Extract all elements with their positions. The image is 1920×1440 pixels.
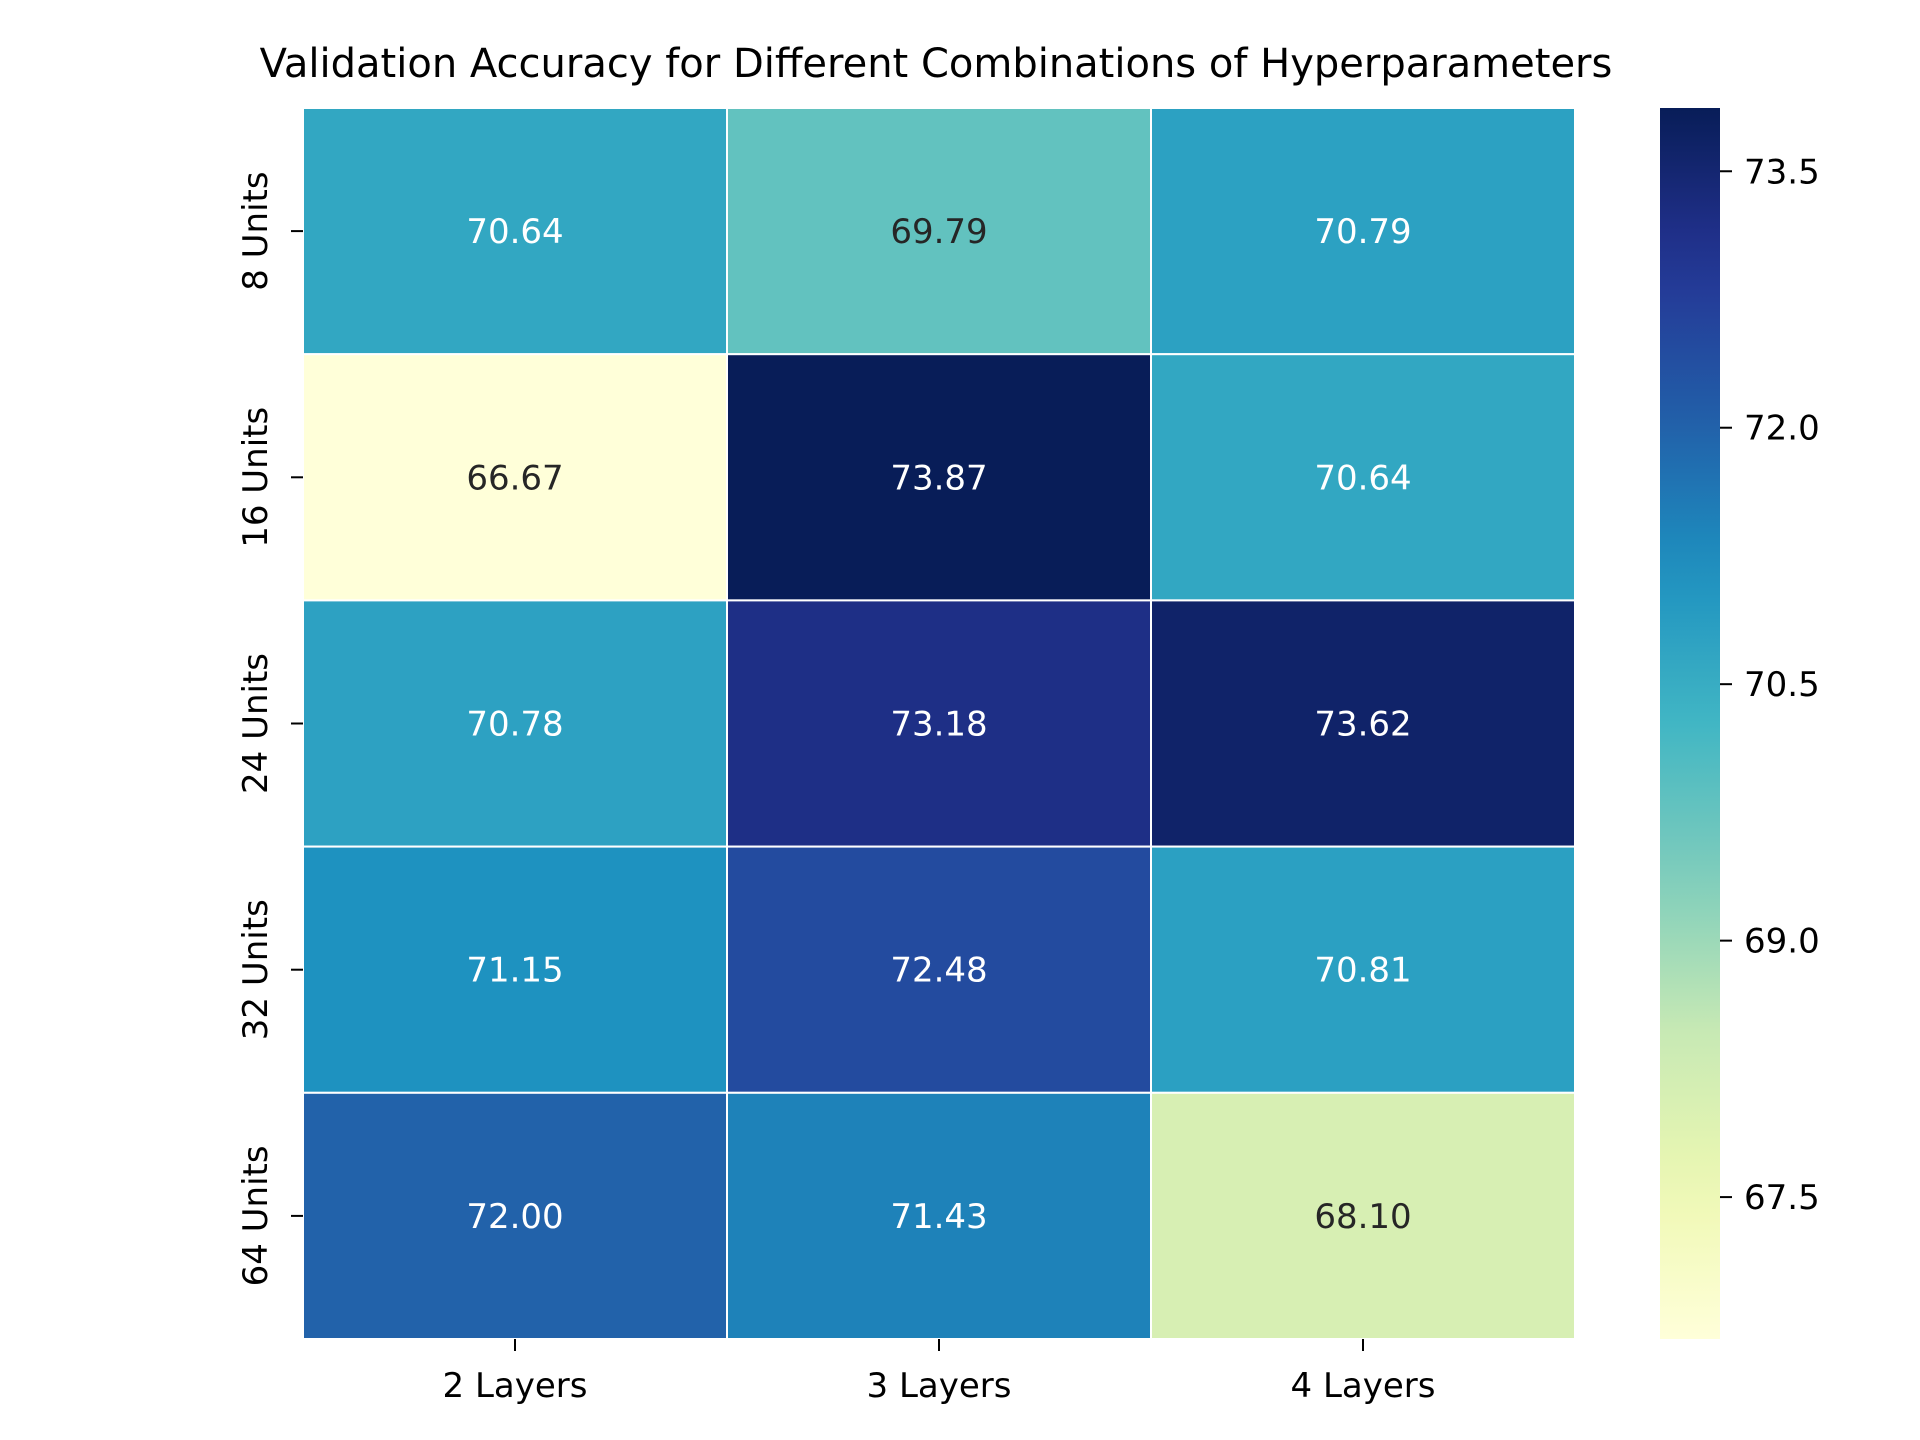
- colorbar-gradient: [1660, 108, 1720, 1339]
- y-tick-label: 64 Units: [236, 1145, 276, 1286]
- cell-value-label: 69.79: [890, 212, 987, 252]
- y-tick-label: 24 Units: [236, 653, 276, 794]
- colorbar: 67.5 69.0 70.5 72.0 73.5: [1660, 108, 1820, 1339]
- colorbar-tick-label: 73.5: [1744, 152, 1820, 192]
- heatmap-cell: [302, 845, 728, 1094]
- colorbar-tick-label: 69.0: [1744, 922, 1820, 962]
- colorbar-tick-label: 67.5: [1744, 1178, 1820, 1218]
- y-axis: 8 Units 16 Units 24 Units 32 Units 64 Units: [236, 171, 303, 1286]
- cell-value-label: 71.43: [890, 1197, 987, 1237]
- heatmap-cell: [726, 107, 1152, 356]
- x-tick-label: 2 Layers: [443, 1366, 588, 1406]
- cell-value-label: 72.00: [466, 1197, 563, 1237]
- heatmap-cell: [302, 353, 728, 602]
- heatmap-cell: [1150, 1091, 1576, 1341]
- heatmap-cell: [726, 1091, 1152, 1341]
- y-tick-label: 16 Units: [236, 407, 276, 548]
- heatmap-cells: 70.64 69.79 70.79 66.67 73.87 70.64 70.78 73.18…: [302, 107, 1576, 1341]
- heatmap-cell: [302, 107, 728, 356]
- heatmap-cell: [302, 1091, 728, 1341]
- heatmap-cell: [1150, 845, 1576, 1094]
- cell-value-label: 70.64: [1314, 458, 1411, 498]
- x-axis: 2 Layers 3 Layers 4 Layers: [443, 1339, 1436, 1406]
- cell-value-label: 70.78: [466, 705, 563, 745]
- y-tick-label: 32 Units: [236, 899, 276, 1040]
- x-tick-label: 4 Layers: [1291, 1366, 1436, 1406]
- colorbar-tick-label: 70.5: [1744, 665, 1820, 705]
- cell-value-label: 73.62: [1314, 705, 1411, 745]
- heatmap-cell: [726, 353, 1152, 602]
- cell-value-label: 70.81: [1314, 951, 1411, 991]
- colorbar-tick-label: 72.0: [1744, 409, 1820, 449]
- cell-value-label: 73.18: [890, 705, 987, 745]
- x-tick-label: 3 Layers: [867, 1366, 1012, 1406]
- chart-title: Validation Accuracy for Different Combin…: [260, 41, 1613, 87]
- cell-value-label: 66.67: [466, 458, 563, 498]
- cell-value-label: 71.15: [466, 951, 563, 991]
- cell-value-label: 73.87: [890, 458, 987, 498]
- cell-value-label: 70.64: [466, 212, 563, 252]
- heatmap-cell: [1150, 107, 1576, 356]
- heatmap-cell: [302, 599, 728, 848]
- cell-value-label: 70.79: [1314, 212, 1411, 252]
- cell-value-label: 72.48: [890, 951, 987, 991]
- cell-value-label: 68.10: [1314, 1197, 1411, 1237]
- y-tick-label: 8 Units: [236, 171, 276, 290]
- heatmap-cell: [1150, 353, 1576, 602]
- heatmap-cell: [726, 599, 1152, 848]
